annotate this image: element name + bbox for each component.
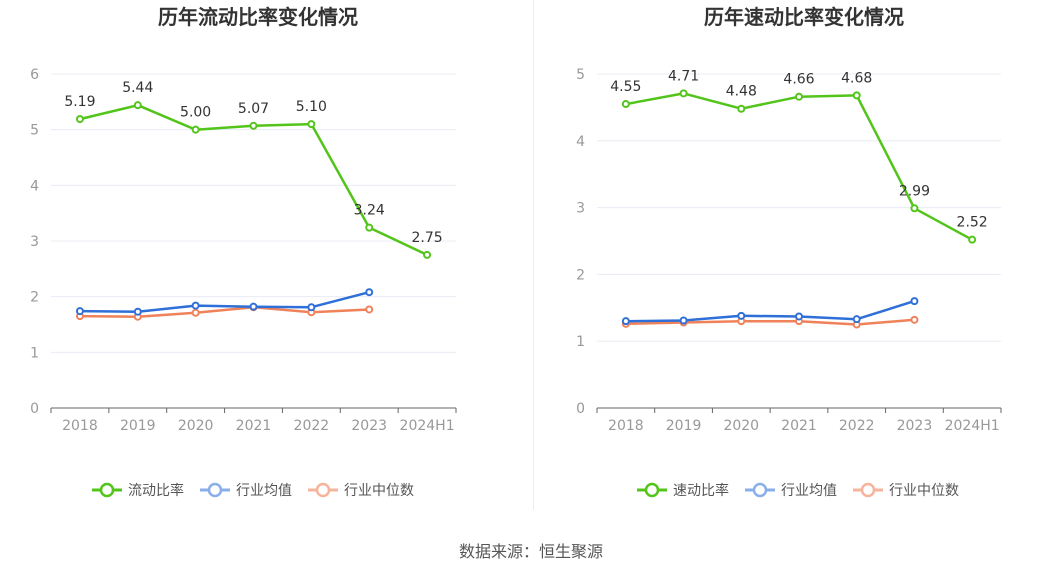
- series-line: [625, 92, 973, 241]
- x-tick-label: 2019: [666, 418, 702, 434]
- data-label: 3.24: [354, 203, 385, 219]
- data-point: [852, 315, 861, 324]
- data-label: 5.44: [122, 80, 153, 96]
- y-tick-label: 6: [30, 67, 39, 83]
- data-source-label: 数据来源：恒生聚源: [458, 542, 603, 561]
- x-tick-label: 2022: [839, 418, 875, 434]
- x-tick-label: 2020: [723, 418, 759, 434]
- data-label: 5.10: [296, 99, 327, 115]
- x-tick-label: 2019: [120, 418, 156, 434]
- series-line: [79, 290, 370, 313]
- data-point: [365, 288, 374, 297]
- legend-label: 流动比率: [128, 482, 184, 499]
- data-point: [365, 223, 374, 232]
- data-point: [737, 311, 746, 320]
- y-tick-label: 4: [30, 178, 39, 194]
- legend-marker: [752, 482, 768, 498]
- data-point: [75, 115, 84, 124]
- data-label: 4.71: [668, 68, 699, 84]
- legend-marker: [315, 482, 331, 498]
- data-point: [191, 301, 200, 310]
- data-point: [365, 305, 374, 314]
- legend-label: 行业均值: [236, 483, 292, 499]
- x-tick-label: 2021: [236, 418, 272, 434]
- quick-ratio-chart: 历年速动比率变化情况 0 1 2 3 4 5 2018 2019 2020 2021 2022 2023…: [576, 5, 1002, 499]
- data-point: [75, 307, 84, 316]
- y-tick-label: 3: [576, 201, 585, 217]
- y-tick-label: 3: [30, 234, 39, 250]
- series-line: [625, 318, 915, 326]
- legend-label: 行业中位数: [344, 483, 414, 499]
- y-tick-label: 1: [576, 334, 585, 350]
- x-tick-label: 2018: [62, 418, 98, 434]
- x-tick-label: 2023: [897, 418, 933, 434]
- data-label: 2.52: [957, 215, 988, 231]
- data-point: [133, 307, 142, 316]
- data-point: [307, 303, 316, 312]
- legend-marker: [860, 482, 876, 498]
- data-point: [249, 302, 258, 311]
- data-point: [133, 101, 142, 110]
- x-tick-label: 2024H1: [400, 418, 455, 434]
- y-tick-label: 4: [576, 134, 585, 150]
- data-point: [191, 125, 200, 134]
- x-tick-label: 2021: [781, 418, 817, 434]
- data-label: 5.19: [64, 94, 95, 110]
- data-point: [737, 104, 746, 113]
- data-point: [795, 92, 803, 101]
- chart-title: 历年速动比率变化情况: [704, 5, 904, 29]
- current-ratio-chart: 历年流动比率变化情况 0 1 2 3 4 5 6 2018 2019 2020 2021 2022 202…: [30, 5, 457, 499]
- y-tick-label: 0: [30, 401, 39, 417]
- data-label: 2.99: [899, 183, 930, 199]
- y-tick-label: 0: [576, 401, 585, 417]
- data-label: 4.55: [610, 79, 641, 95]
- x-tick-label: 2020: [178, 418, 214, 434]
- series-line: [625, 299, 915, 323]
- y-tick-label: 5: [576, 67, 585, 83]
- legend-label: 行业中位数: [889, 483, 959, 499]
- x-tick-label: 2018: [608, 418, 644, 434]
- y-tick-label: 2: [576, 267, 585, 283]
- data-label: 5.00: [180, 105, 211, 121]
- chart-divider: [533, 0, 534, 510]
- legend-label: 速动比率: [673, 482, 729, 499]
- series-line: [79, 305, 370, 318]
- data-label: 5.07: [238, 101, 269, 117]
- data-point: [968, 235, 977, 244]
- data-point: [679, 89, 688, 98]
- data-point: [423, 250, 432, 259]
- data-point: [191, 308, 200, 317]
- data-label: 2.75: [411, 230, 442, 246]
- data-point: [852, 91, 861, 100]
- legend-label: 行业均值: [781, 483, 837, 499]
- x-tick-label: 2022: [294, 418, 330, 434]
- chart-title: 历年流动比率变化情况: [158, 5, 358, 29]
- legend-marker: [99, 482, 115, 498]
- legend-marker: [644, 482, 660, 498]
- x-tick-label: 2024H1: [945, 418, 1000, 434]
- data-label: 4.66: [783, 72, 814, 88]
- x-tick-label: 2023: [351, 418, 387, 434]
- data-point: [621, 317, 630, 326]
- data-point: [910, 297, 919, 306]
- data-point: [621, 100, 630, 109]
- data-point: [795, 312, 803, 321]
- data-label: 4.68: [841, 70, 872, 86]
- y-tick-label: 2: [30, 290, 39, 306]
- y-tick-label: 5: [30, 123, 39, 139]
- data-point: [910, 315, 919, 324]
- data-point: [679, 316, 688, 325]
- y-tick-label: 1: [30, 345, 39, 361]
- data-label: 4.48: [726, 84, 757, 100]
- data-point: [249, 121, 258, 130]
- legend-marker: [207, 482, 223, 498]
- data-point: [307, 120, 316, 129]
- data-point: [910, 204, 919, 213]
